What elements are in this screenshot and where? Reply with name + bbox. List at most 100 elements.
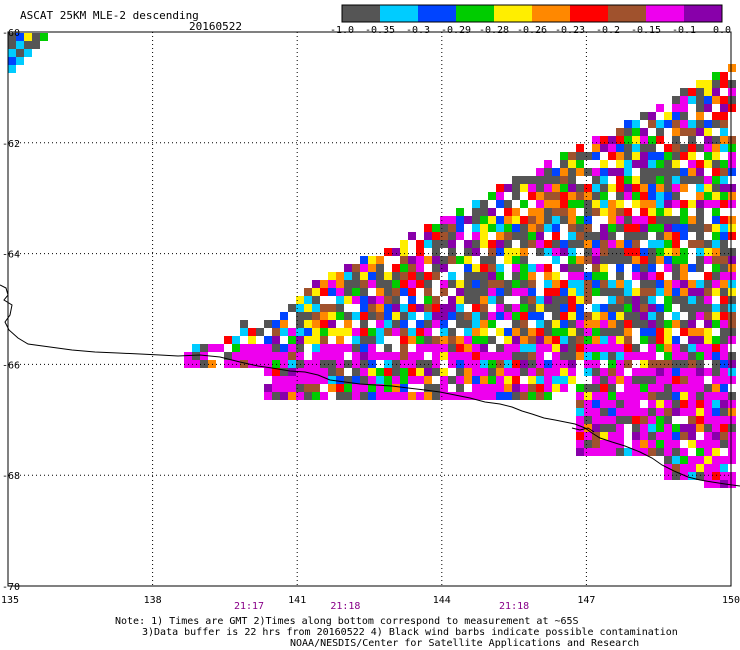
data-cell: [576, 344, 584, 352]
data-cell: [688, 336, 696, 344]
data-cell: [464, 280, 472, 288]
data-cell: [568, 376, 576, 384]
data-cell: [392, 368, 400, 376]
data-cell: [600, 312, 608, 320]
data-cell: [296, 352, 304, 360]
data-cell: [328, 344, 336, 352]
data-cell: [640, 368, 648, 376]
data-cell: [520, 224, 528, 232]
data-cell: [600, 280, 608, 288]
data-cell: [368, 352, 376, 360]
colorbar-label: -0.29: [441, 25, 471, 36]
data-cell: [584, 312, 592, 320]
data-cell: [640, 184, 648, 192]
data-cell: [408, 336, 416, 344]
data-cell: [408, 328, 416, 336]
data-cell: [712, 216, 720, 224]
data-cell: [624, 128, 632, 136]
data-cell: [728, 280, 736, 288]
data-cell: [728, 368, 736, 376]
data-cell: [608, 352, 616, 360]
data-cell: [408, 288, 416, 296]
data-cell: [424, 368, 432, 376]
data-cell: [632, 192, 640, 200]
data-cell: [520, 344, 528, 352]
data-cell: [312, 304, 320, 312]
data-cell: [488, 320, 496, 328]
data-cell: [712, 304, 720, 312]
data-cell: [704, 200, 712, 208]
data-cell: [688, 144, 696, 152]
colorbar-swatch: [646, 5, 684, 22]
data-cell: [584, 296, 592, 304]
data-cell: [728, 160, 736, 168]
data-cell: [368, 376, 376, 384]
data-cell: [304, 368, 312, 376]
data-cell: [712, 208, 720, 216]
data-cell: [688, 400, 696, 408]
data-cell: [656, 288, 664, 296]
data-cell: [720, 112, 728, 120]
data-cell: [480, 216, 488, 224]
data-cell: [272, 328, 280, 336]
data-cell: [664, 280, 672, 288]
lat-label: -64: [2, 250, 20, 261]
data-cell: [464, 376, 472, 384]
data-cell: [696, 344, 704, 352]
data-cell: [552, 208, 560, 216]
data-cell: [472, 296, 480, 304]
data-cell: [552, 184, 560, 192]
data-cell: [688, 424, 696, 432]
data-cell: [600, 328, 608, 336]
data-cell: [600, 232, 608, 240]
data-cell: [576, 400, 584, 408]
data-cell: [680, 168, 688, 176]
data-cell: [400, 304, 408, 312]
data-cell: [520, 312, 528, 320]
data-cell: [648, 280, 656, 288]
data-cell: [728, 144, 736, 152]
data-cell: [352, 272, 360, 280]
data-cell: [664, 424, 672, 432]
data-cell: [688, 344, 696, 352]
data-cell: [664, 144, 672, 152]
data-cell: [696, 280, 704, 288]
data-cell: [416, 240, 424, 248]
data-cell: [536, 384, 544, 392]
data-cell: [400, 376, 408, 384]
data-cell: [624, 176, 632, 184]
data-cell: [568, 192, 576, 200]
data-cell: [272, 384, 280, 392]
data-cell: [400, 256, 408, 264]
data-cell: [320, 336, 328, 344]
data-cell: [376, 320, 384, 328]
data-cell: [640, 408, 648, 416]
data-cell: [520, 392, 528, 400]
data-cell: [416, 304, 424, 312]
data-cell: [720, 320, 728, 328]
data-cell: [616, 392, 624, 400]
data-cell: [592, 440, 600, 448]
data-cell: [520, 184, 528, 192]
data-cell: [648, 424, 656, 432]
data-cell: [712, 240, 720, 248]
colorbar-swatch: [380, 5, 418, 22]
data-cell: [576, 352, 584, 360]
data-cell: [600, 400, 608, 408]
data-cell: [200, 344, 208, 352]
data-cell: [448, 280, 456, 288]
data-cell: [608, 216, 616, 224]
data-cell: [560, 184, 568, 192]
data-cell: [576, 328, 584, 336]
data-cell: [552, 320, 560, 328]
data-cell: [544, 216, 552, 224]
data-cell: [576, 168, 584, 176]
data-cell: [680, 408, 688, 416]
data-cell: [664, 112, 672, 120]
data-cell: [728, 248, 736, 256]
data-cell: [384, 384, 392, 392]
data-cell: [624, 144, 632, 152]
data-cell: [376, 312, 384, 320]
data-cell: [680, 288, 688, 296]
data-cell: [8, 57, 16, 65]
